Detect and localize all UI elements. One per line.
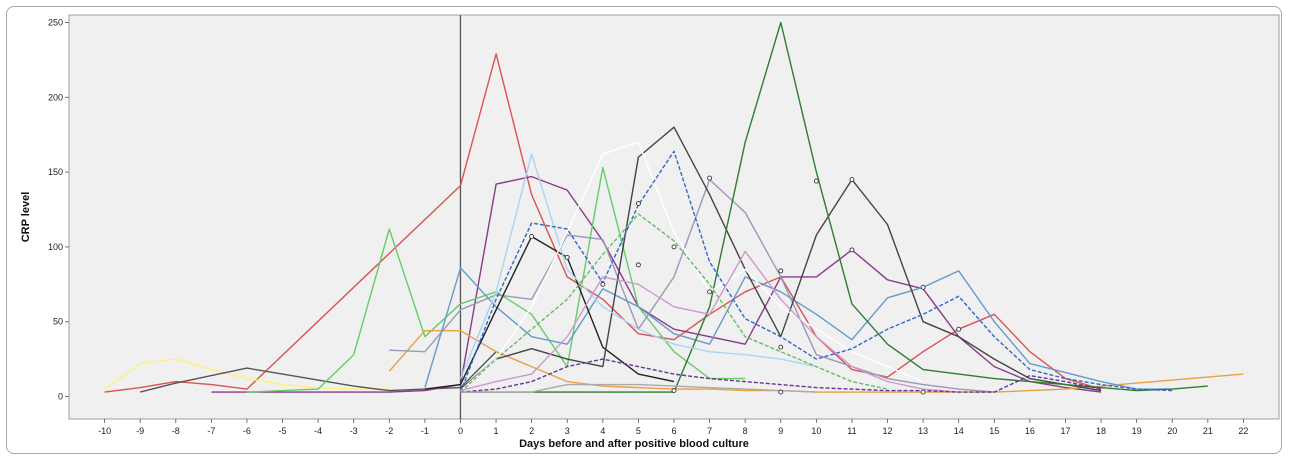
x-tick-label: 7 xyxy=(707,426,712,436)
x-tick-label: -6 xyxy=(243,426,251,436)
marker-layer xyxy=(529,175,962,395)
y-tick-label: 150 xyxy=(48,167,63,177)
x-tick-label: 0 xyxy=(458,426,463,436)
series-line-5 xyxy=(246,166,746,393)
series-line-12 xyxy=(459,153,817,379)
data-point-marker xyxy=(671,388,677,394)
data-point-marker xyxy=(813,178,819,184)
data-point-marker xyxy=(849,247,855,253)
x-tick-label: 16 xyxy=(1025,426,1035,436)
data-point-marker xyxy=(778,268,784,274)
x-tick-label: -3 xyxy=(350,426,358,436)
series-line-15 xyxy=(460,213,888,393)
y-axis: 0 50 100 150 200 250 xyxy=(48,17,69,402)
y-axis-title: CRP level xyxy=(20,192,32,243)
data-point-marker xyxy=(529,234,535,239)
data-point-marker xyxy=(920,389,926,395)
x-axis: -10 -9 -8 -7 -6 -5 -4 -3 -2 -1 0 1 2 3 4 5 6 7 8 9 10 11 12 13 1… xyxy=(98,419,1248,436)
data-point-marker xyxy=(920,284,926,290)
x-tick-label: 19 xyxy=(1132,426,1142,436)
data-point-marker xyxy=(778,389,784,395)
data-point-marker xyxy=(849,177,855,183)
x-tick-label: -1 xyxy=(421,426,429,436)
data-point-marker xyxy=(707,289,713,295)
series-line-2 xyxy=(104,358,390,390)
data-point-marker xyxy=(707,175,713,181)
x-tick-label: -8 xyxy=(172,426,180,436)
series-line-14 xyxy=(459,150,1173,393)
x-tick-label: 12 xyxy=(883,426,893,436)
x-tick-label: -9 xyxy=(136,426,144,436)
data-point-marker xyxy=(600,281,606,287)
x-tick-label: 15 xyxy=(989,426,999,436)
x-tick-label: -2 xyxy=(385,426,393,436)
x-tick-label: 11 xyxy=(847,426,856,436)
series-line-11 xyxy=(460,21,1208,393)
y-tick-label: 0 xyxy=(58,392,63,402)
chart-frame: 0 50 100 150 200 250 -10 -9 -8 -7 -6 -5 -4 -3 -2 -1 0 1 2… xyxy=(6,6,1282,454)
data-point-marker xyxy=(635,262,641,268)
x-tick-label: 8 xyxy=(743,426,748,436)
x-axis-title: Days before and after positive blood cul… xyxy=(519,438,749,450)
x-tick-label: 9 xyxy=(778,426,783,436)
x-tick-label: 1 xyxy=(494,426,499,436)
series-line-17 xyxy=(460,358,1102,393)
x-tick-label: 17 xyxy=(1060,426,1070,436)
x-tick-label: 10 xyxy=(811,426,821,436)
x-tick-label: -4 xyxy=(314,426,322,436)
x-tick-label: -5 xyxy=(279,426,287,436)
x-tick-label: -10 xyxy=(98,426,111,436)
y-tick-label: 200 xyxy=(48,92,63,102)
x-tick-label: 22 xyxy=(1238,426,1248,436)
x-tick-label: 5 xyxy=(636,426,641,436)
plot-area xyxy=(68,14,1280,420)
x-tick-label: 4 xyxy=(600,426,605,436)
series-line-16 xyxy=(460,250,959,393)
series-line-18 xyxy=(460,383,817,393)
data-point-marker xyxy=(671,244,677,250)
data-point-marker xyxy=(564,254,570,260)
y-tick-label: 50 xyxy=(53,317,63,327)
data-point-marker xyxy=(778,344,784,350)
x-tick-label: 6 xyxy=(671,426,676,436)
x-tick-label: 20 xyxy=(1167,426,1177,436)
x-tick-label: 3 xyxy=(565,426,570,436)
data-point-marker xyxy=(635,201,641,206)
series-line-8 xyxy=(424,267,1173,390)
series-layer xyxy=(104,21,1244,393)
x-tick-label: 14 xyxy=(954,426,964,436)
x-tick-label: 21 xyxy=(1203,426,1213,436)
series-line-1 xyxy=(104,53,1102,393)
series-line-7 xyxy=(389,178,995,393)
x-tick-label: -7 xyxy=(207,426,215,436)
series-line-9 xyxy=(424,235,675,390)
y-tick-label: 250 xyxy=(48,17,63,27)
x-tick-label: 13 xyxy=(918,426,928,436)
series-line-4 xyxy=(211,175,1102,393)
y-tick-label: 100 xyxy=(48,242,63,252)
x-tick-label: 2 xyxy=(529,426,534,436)
x-tick-label: 18 xyxy=(1096,426,1106,436)
data-point-marker xyxy=(956,326,962,332)
